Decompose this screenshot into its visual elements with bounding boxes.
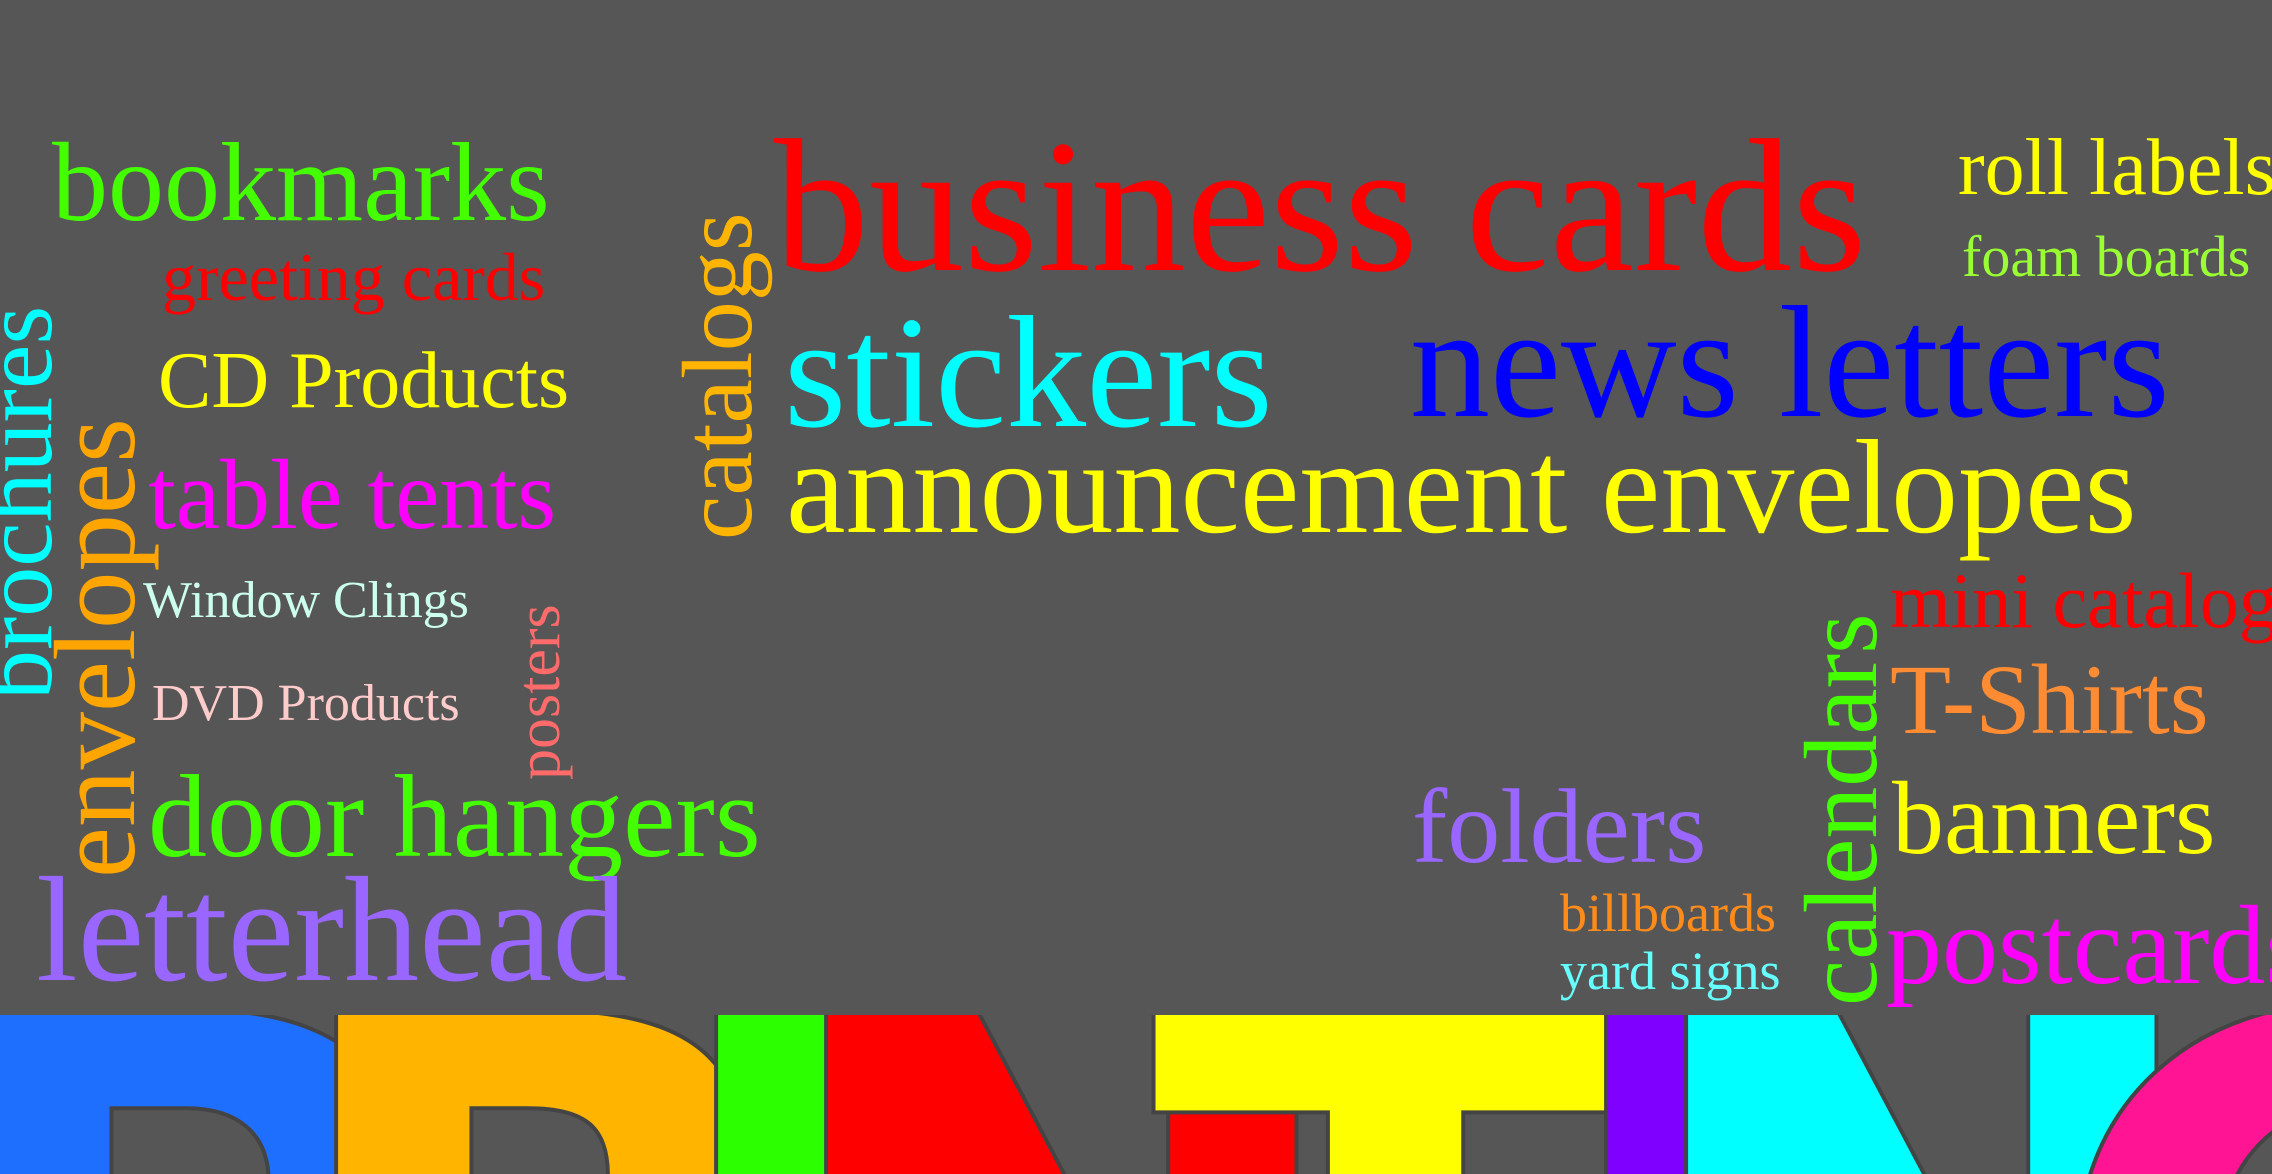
word-catalogs: catalogs [662,212,773,540]
word-window-clings: Window Clings [143,572,469,629]
word-dvd-products: DVD Products [152,675,460,732]
word-door-hangers: door hangers [148,751,761,882]
banner-letter-n: N [760,1015,1363,1174]
banner-letter-g: G [2040,1015,2272,1174]
word-stickers: stickers [784,283,1273,461]
word-banners: banners [1892,761,2216,876]
banner-letter-n: N [1620,1015,2223,1174]
word-letterhead: letterhead [36,847,628,1013]
word-billboards: billboards [1560,883,1776,943]
word-envelopes: envelopes [32,418,159,878]
word-cd-products: CD Products [158,337,570,425]
word-roll-labels: roll labels [1958,124,2272,212]
word-foam-boards: foam boards [1962,224,2251,289]
banner-letter-t: T [1150,1015,1645,1174]
word-news-letters: news letters [1410,273,2170,451]
word-greeting-cards: greeting cards [162,239,546,315]
banner-letter-r: R [270,1015,824,1174]
banner-letter-i: I [1540,1015,1808,1174]
word-table-tents: table tents [148,439,557,550]
word-yard-signs: yard signs [1560,941,1781,1001]
word-folders: folders [1412,768,1707,885]
word-t-shirts: T-Shirts [1890,644,2209,755]
banner-letter-p: P [0,1015,438,1174]
word-postcards: postcards [1886,884,2272,1008]
word-mini-catalogs: mini catalogs [1890,557,2272,644]
printing-banner: PRINTING [0,1015,2272,1174]
word-announcement-envelopes: announcement envelopes [786,413,2137,561]
word-calendars: calendars [1784,613,1899,1006]
word-business-cards: business cards [774,102,1867,312]
word-bookmarks: bookmarks [52,121,550,245]
banner-letter-i: I [650,1015,918,1174]
